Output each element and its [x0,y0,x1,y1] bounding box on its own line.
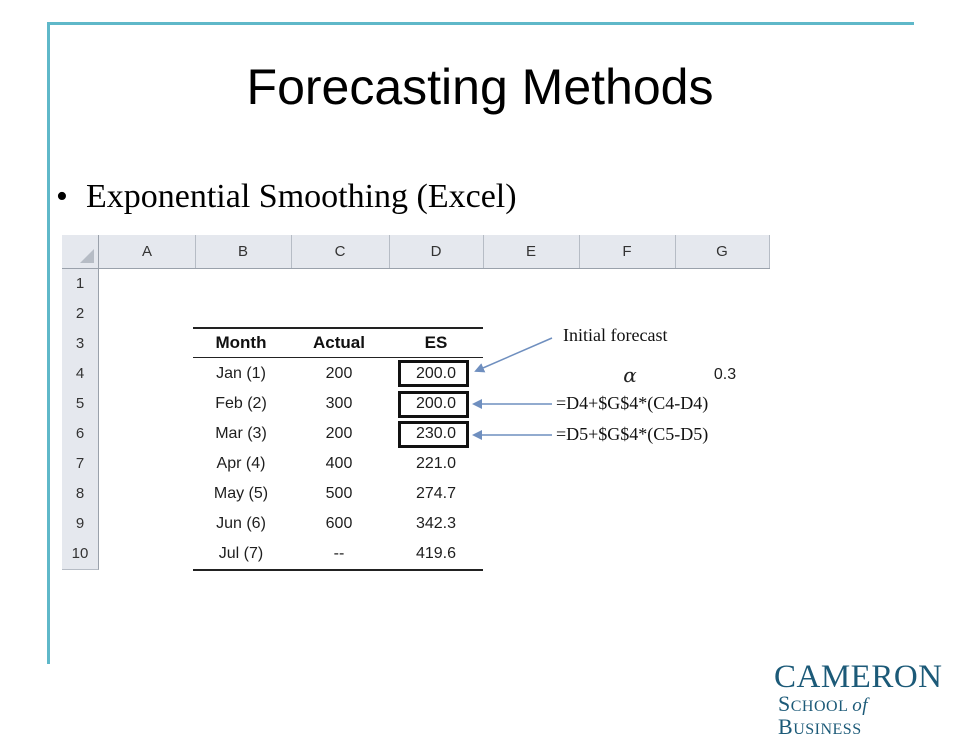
table-cell-month: Jun (6) [216,515,266,532]
slide-title: Forecasting Methods [246,59,714,115]
alpha-value: 0.3 [713,366,737,383]
table-cell-actual: 200 [325,365,353,382]
frame-left-line [47,22,50,664]
table-cell-month: May (5) [213,485,269,502]
column-header-g: G [675,235,770,268]
spreadsheet-screenshot: A B C D E F G 1 2 3 4 5 6 7 8 9 10 [62,235,770,572]
table-cell-es: 342.3 [415,515,457,532]
row-header-3: 3 [62,329,99,360]
arrow-initial-forecast [474,337,553,373]
table-top-border [193,327,483,329]
frame-top-line [50,22,914,25]
table-cell-month: Jul (7) [218,545,264,562]
bullet-item: • Exponential Smoothing (Excel) [56,178,517,216]
table-cell-actual: 200 [325,425,353,442]
table-cell-es: 419.6 [415,545,457,562]
highlight-box-d5 [398,391,469,418]
highlight-box-d4 [398,360,469,387]
table-cell-es: 200.0 [415,365,457,382]
alpha-label: α [623,363,637,387]
table-cell-es: 230.0 [415,425,457,442]
column-header-d: D [389,235,484,268]
table-header-border [193,357,483,358]
table-bottom-border [193,569,483,571]
annotation-arrows [472,337,553,440]
bullet-dot-icon: • [56,178,68,215]
logo-line-1: CAMERON [774,659,943,695]
table-cell-actual: 300 [325,395,353,412]
table-cell-actual: 500 [325,485,353,502]
table-cell-es: 221.0 [415,455,457,472]
highlight-box-d6 [398,421,469,448]
table-cell-actual: 600 [325,515,353,532]
column-header-b: B [195,235,292,268]
annotation-formula-d5: =D4+$G$4*(C4-D4) [556,393,709,413]
table-cell-month: Apr (4) [216,455,266,472]
row-header-8: 8 [62,479,99,510]
table-cell-es: 200.0 [415,395,457,412]
table-cell-es: 274.7 [415,485,457,502]
table-cell-month: Feb (2) [215,395,267,412]
table-cell-actual: -- [333,545,345,562]
table-header-month: Month [215,333,267,352]
table-cell-actual: 400 [325,455,353,472]
bullet-text: Exponential Smoothing (Excel) [86,178,517,215]
table-header-actual: Actual [313,333,365,352]
select-all-triangle-icon [80,249,94,263]
column-header-e: E [483,235,580,268]
column-header-c: C [291,235,390,268]
logo-line-2: SCHOOL of BUSINESS [778,691,869,739]
row-header-6: 6 [62,419,99,450]
select-all-corner [62,235,99,268]
row-header-5: 5 [62,389,99,420]
column-header-a: A [99,235,196,268]
row-header-4: 4 [62,359,99,390]
table-cell-month: Mar (3) [215,425,267,442]
column-header-row [62,235,770,269]
annotation-formula-d6: =D5+$G$4*(C5-D5) [556,424,709,444]
cameron-logo: CAMERON SCHOOL of BUSINESS [774,660,946,740]
annotation-initial-forecast: Initial forecast [563,325,668,345]
row-header-10: 10 [62,539,99,570]
row-header-9: 9 [62,509,99,540]
column-header-f: F [579,235,676,268]
table-header-es: ES [424,333,448,352]
table-cell-month: Jan (1) [216,365,266,382]
row-header-1: 1 [62,269,99,300]
